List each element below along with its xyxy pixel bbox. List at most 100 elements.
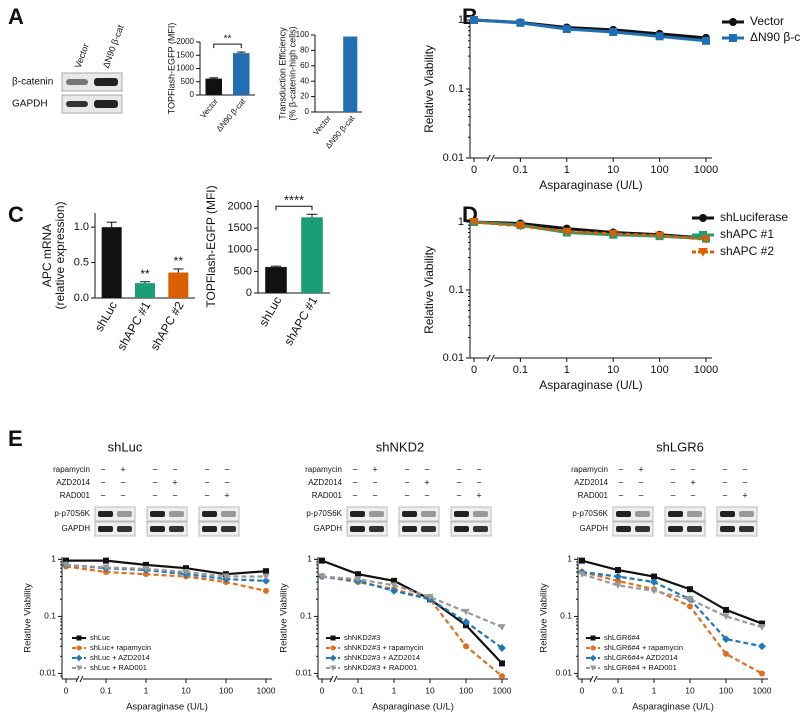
blot-sign: − — [120, 477, 125, 487]
blot-frame — [61, 72, 123, 92]
blot-sign: − — [352, 477, 357, 487]
y-tick-label: 40 — [300, 76, 309, 85]
blot-row-label: rapamycin — [53, 465, 90, 474]
blot-band — [117, 511, 132, 517]
blot-sign: − — [670, 477, 675, 487]
x-tick-label: 100 — [650, 364, 668, 376]
y-tick-label: 100 — [296, 30, 310, 39]
legend-label: shLuc — [90, 633, 110, 642]
legend-label: shLGR6#4 — [604, 633, 640, 642]
marker — [655, 32, 664, 41]
blot-frame — [198, 506, 240, 522]
marker — [63, 557, 69, 564]
legend-label: Vector — [750, 14, 784, 28]
blot-sign: − — [372, 490, 377, 500]
series-line — [65, 565, 267, 592]
blot-sign: + — [224, 490, 229, 500]
series-line — [321, 575, 503, 649]
axis-break — [75, 675, 80, 683]
bar — [101, 227, 122, 298]
marker — [462, 608, 470, 616]
y-tick-label: 2000 — [228, 200, 252, 212]
axis-break — [333, 675, 338, 683]
series-line — [581, 559, 763, 625]
x-tick-label: shAPC #2 — [148, 299, 187, 353]
y-tick-label: 0.01 — [443, 152, 464, 164]
x-tick-label: 1 — [144, 685, 149, 695]
marker — [463, 643, 469, 650]
x-tick-label: 1 — [564, 364, 570, 376]
y-tick-label: 500 — [181, 77, 195, 86]
y-tick-label: 1000 — [228, 244, 252, 256]
blot-sign: − — [404, 464, 409, 474]
marker — [698, 248, 708, 257]
x-tick-label: 10 — [607, 164, 619, 176]
marker — [699, 231, 707, 239]
blot-sign: − — [670, 490, 675, 500]
marker — [462, 618, 470, 626]
marker — [75, 654, 83, 662]
legend-label: shLuc + AZD2014 — [90, 653, 150, 662]
y-tick-label: 80 — [300, 46, 309, 55]
y-tick-label: 0.0 — [74, 292, 89, 304]
marker — [609, 28, 618, 37]
x-tick-label: 1000 — [694, 164, 718, 176]
marker — [562, 25, 571, 34]
blot-sign: − — [722, 464, 727, 474]
significance-bracket — [275, 205, 313, 211]
blot-row-label: RAD001 — [60, 491, 91, 500]
marker — [650, 578, 658, 586]
marker — [723, 650, 729, 657]
blot-sign: + — [742, 490, 747, 500]
marker — [615, 567, 621, 574]
blot-sign: − — [204, 490, 209, 500]
x-tick-label: 10 — [181, 685, 191, 695]
blot-row-label: GAPDH — [12, 99, 48, 110]
marker — [498, 644, 506, 652]
blot-band — [350, 511, 365, 517]
marker — [142, 565, 150, 573]
axis-break — [490, 354, 495, 362]
bar — [205, 78, 222, 95]
axis-break — [490, 154, 495, 162]
marker — [590, 645, 596, 651]
blot-sign: − — [224, 464, 229, 474]
marker — [759, 670, 765, 677]
panel-title: shNKD2 — [376, 439, 424, 454]
blot-frame — [398, 521, 440, 537]
x-tick-label: 1000 — [694, 364, 718, 376]
blot-sign: + — [372, 464, 377, 474]
blot-sign: − — [690, 464, 695, 474]
y-tick-label: 0.01 — [443, 352, 464, 364]
x-axis-title: Asparaginase (U/L) — [126, 702, 208, 713]
x-axis-title: Asparaginase (U/L) — [539, 378, 642, 392]
series-line — [473, 18, 707, 43]
blot-band-label: p-p70S6K — [54, 509, 90, 518]
x-tick-label: shAPC #1 — [281, 294, 320, 348]
marker — [650, 587, 658, 595]
blot-sign: − — [456, 490, 461, 500]
marker — [102, 564, 110, 572]
blot-band — [117, 526, 132, 532]
marker — [330, 665, 336, 671]
y-tick-label: 0.01 — [39, 668, 56, 678]
x-axis-title: Asparaginase (U/L) — [539, 178, 642, 192]
y-tick-label: 0 — [246, 287, 252, 299]
marker — [499, 673, 505, 680]
x-tick-label: shLuc — [92, 299, 120, 334]
blot-band — [739, 526, 754, 532]
blot-sign: − — [742, 464, 747, 474]
blot-row-label: RAD001 — [312, 491, 343, 500]
y-tick-label: 1 — [567, 554, 572, 564]
blot-band — [668, 526, 683, 532]
blot-band — [169, 511, 184, 517]
blot-band-label: GAPDH — [314, 524, 343, 533]
blot-band — [720, 526, 735, 532]
x-tick-label: 10 — [607, 364, 619, 376]
marker — [590, 635, 596, 641]
blot-band — [687, 526, 702, 532]
legend-label: shLGR6#4 + rapamycin — [604, 643, 683, 652]
blot-frame — [450, 506, 492, 522]
blot-frame — [450, 521, 492, 537]
